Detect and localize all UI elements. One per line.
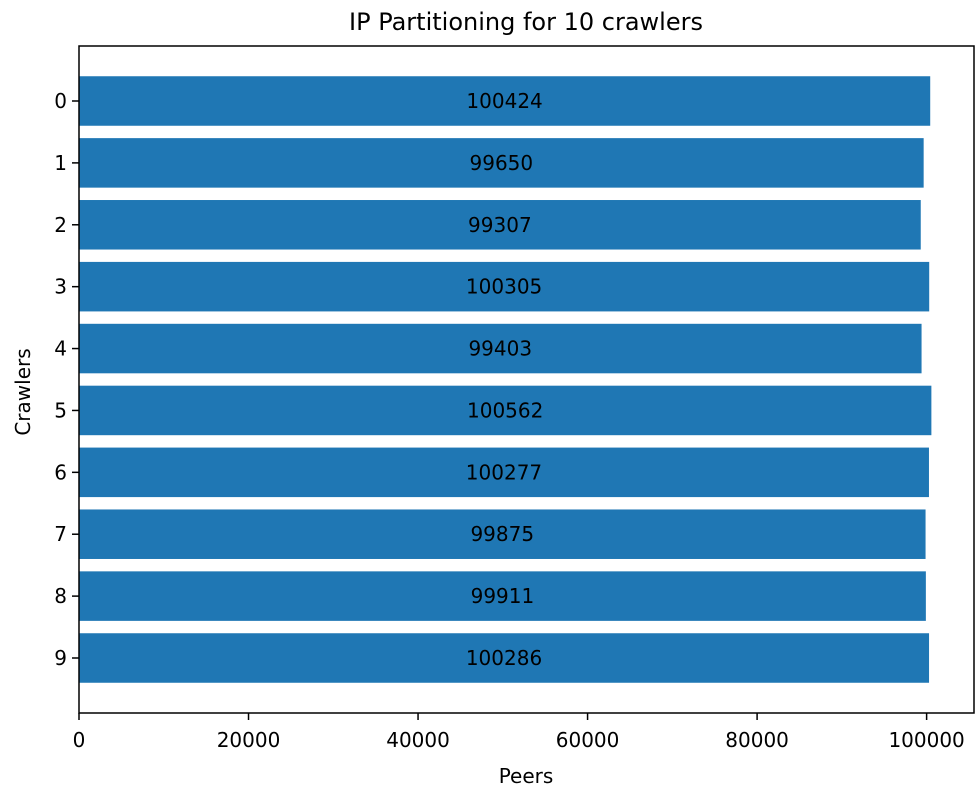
y-tick-label: 7	[54, 522, 67, 546]
x-tick-label: 20000	[217, 728, 281, 752]
y-tick-label: 1	[54, 151, 67, 175]
bar-crawler-0	[79, 76, 931, 126]
x-axis-ticks: 0 20000 40000 60000 80000 100000	[73, 713, 965, 752]
bar-crawler-1	[79, 138, 924, 188]
bar-value-label: 99307	[468, 213, 532, 237]
x-tick-label: 60000	[556, 728, 620, 752]
bars-layer	[79, 76, 932, 683]
y-tick-label: 6	[54, 460, 67, 484]
x-tick-label: 40000	[386, 728, 450, 752]
x-tick-label: 80000	[725, 728, 789, 752]
chart-title: IP Partitioning for 10 crawlers	[349, 8, 703, 36]
x-tick-label: 0	[73, 728, 86, 752]
y-tick-label: 3	[54, 275, 67, 299]
bar-value-label: 99650	[470, 151, 534, 175]
plot-frame	[78, 45, 975, 714]
bar-crawler-5	[79, 385, 932, 436]
y-axis-ticks: 0 1 2 3 4 5 6 7 8 9	[54, 89, 79, 670]
bar-crawler-7	[79, 509, 926, 559]
bar-crawler-6	[79, 447, 929, 498]
bar-crawler-3	[79, 261, 930, 312]
bar-value-label: 99911	[471, 584, 535, 608]
bar-value-label: 99403	[468, 337, 532, 361]
y-tick-label: 8	[54, 584, 67, 608]
bar-value-label: 100277	[466, 460, 542, 484]
y-tick-label: 9	[54, 646, 67, 670]
bar-value-label: 100424	[466, 89, 542, 113]
y-tick-label: 4	[54, 337, 67, 361]
bar-crawler-8	[79, 571, 926, 621]
y-axis-label: Crawlers	[11, 348, 35, 435]
y-tick-label: 2	[54, 213, 67, 237]
y-tick-label: 5	[54, 398, 67, 422]
x-tick-label: 100000	[888, 728, 964, 752]
bar-crawler-2	[79, 200, 921, 250]
bar-value-label: 100562	[467, 398, 543, 422]
x-axis-label: Peers	[499, 764, 554, 788]
bar-value-label: 99875	[470, 522, 534, 546]
y-tick-label: 0	[54, 89, 67, 113]
bar-crawler-9	[79, 633, 930, 683]
bar-value-label: 100305	[466, 275, 542, 299]
bar-labels-layer: 100424 99650 99307 100305 99403 100562 100277 9…	[466, 89, 544, 670]
bar-value-label: 100286	[466, 646, 542, 670]
bar-crawler-4	[79, 323, 922, 374]
